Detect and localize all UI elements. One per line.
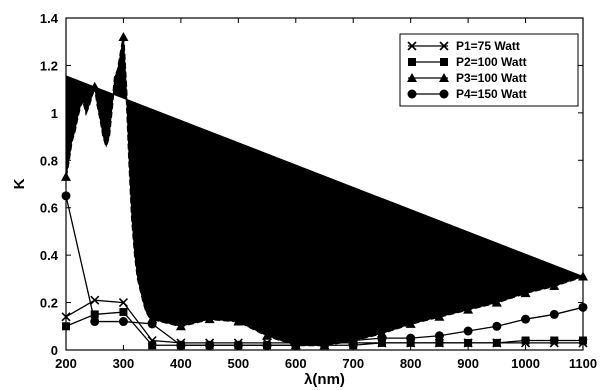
series-2-point [148, 341, 157, 350]
series-3-point [520, 288, 531, 298]
y-tick-label: 0.2 [40, 296, 58, 311]
x-tick-label: 300 [113, 356, 135, 371]
legend-entry-3: P3=100 Watt [456, 71, 527, 85]
plot-frame [65, 17, 584, 351]
series-1-point [118, 298, 129, 308]
y-tick-label: 0 [51, 343, 58, 358]
series-2-point [550, 336, 559, 345]
series-2-point [406, 338, 415, 347]
series-2-point [492, 338, 501, 347]
y-tick-label: 1 [51, 106, 58, 121]
legend-marker-2 [408, 58, 416, 66]
x-axis-label: λ(nm) [304, 371, 345, 388]
y-tick-label: 0.8 [40, 153, 58, 168]
series-2-point [464, 338, 473, 347]
series-4-point [492, 321, 502, 331]
series-4-point [118, 317, 128, 327]
series-3-point [405, 318, 416, 328]
legend-marker-4 [407, 89, 417, 99]
axis-ticks [65, 17, 584, 351]
series-2-point [90, 310, 99, 319]
series-3-point [118, 31, 129, 41]
x-tick-label: 200 [55, 356, 77, 371]
x-tick-label: 600 [285, 356, 307, 371]
series-4-point [521, 314, 531, 324]
x-tick-label: 1100 [569, 356, 597, 371]
series-3-point [463, 304, 474, 314]
y-tick-label: 1.4 [40, 11, 59, 26]
y-axis-label: K [11, 178, 28, 189]
x-tick-label: 500 [227, 356, 249, 371]
x-tick-label: 800 [400, 356, 422, 371]
series-markers [61, 31, 588, 350]
legend-entry-2: P2=100 Watt [456, 55, 527, 69]
legend-entry-1: P1=75 Watt [456, 39, 520, 53]
series-3-point [262, 330, 273, 340]
series-1-point [90, 295, 100, 305]
y-tick-label: 0.6 [40, 201, 58, 216]
legend-marker-1 [439, 41, 449, 51]
series-3-point [434, 311, 445, 321]
series-4-point [549, 309, 559, 319]
series-4-point [205, 340, 215, 350]
series-2-point [435, 338, 444, 347]
series-4-point [262, 340, 272, 350]
x-tick-label: 900 [457, 356, 479, 371]
legend-marker-3 [439, 73, 449, 82]
x-tick-label: 1000 [511, 356, 540, 371]
y-tick-label: 0.4 [40, 248, 59, 263]
series-2-point [377, 338, 386, 347]
legend-marker-4 [439, 89, 449, 99]
series-3-point [549, 280, 560, 290]
tick-labels: 200 300 400 500 600 700 800 900 1000 1100 0 0.2 0.4 0… [40, 11, 597, 371]
series-3-point [491, 297, 502, 307]
series-4-point [90, 317, 100, 327]
series-4-point [147, 319, 157, 329]
series-3-point [175, 321, 186, 331]
series-4-point [434, 331, 444, 341]
series-4-point [406, 333, 416, 343]
series-4-point [348, 336, 358, 346]
legend-marker-2 [440, 58, 448, 66]
series-3-point [89, 81, 100, 91]
legend-marker-1 [407, 41, 417, 51]
series-line-3 [65, 36, 584, 347]
legend: P1=75 Watt P2=100 Watt P3=100 Watt P4=150 W… [399, 33, 579, 107]
legend-entry-4: P4=150 Watt [456, 87, 527, 101]
series-2-point [119, 308, 128, 317]
series-4-point [320, 338, 329, 348]
series-4-point [377, 333, 387, 343]
series-4-point [463, 326, 473, 336]
x-tick-label: 400 [170, 356, 192, 371]
series-3-point [204, 314, 215, 324]
legend-marker-3 [407, 73, 417, 82]
y-tick-label: 1.2 [40, 58, 58, 73]
x-tick-label: 700 [342, 356, 364, 371]
series-2-point [521, 336, 530, 345]
series-3-point [233, 316, 244, 326]
